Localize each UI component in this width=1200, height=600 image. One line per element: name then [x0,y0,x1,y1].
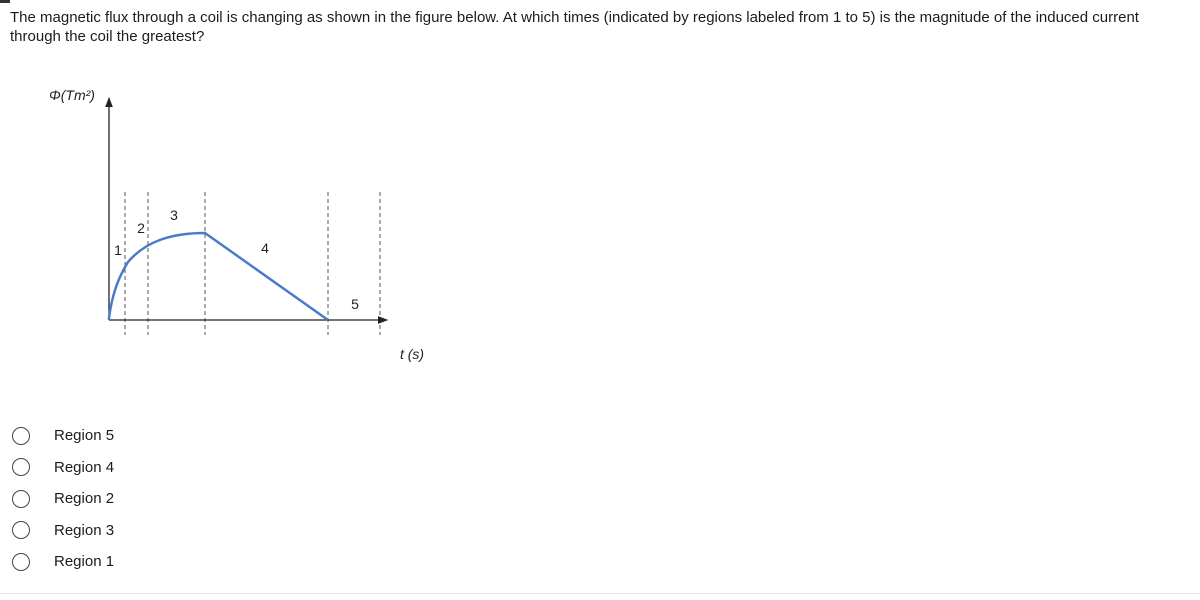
option[interactable]: Region 4 [12,452,114,484]
divider [0,593,1200,594]
top-bar [0,0,10,3]
option[interactable]: Region 1 [12,546,114,578]
answer-options: Region 5 Region 4 Region 2 Region 3 Region 1 [12,420,114,578]
radio-button[interactable] [12,458,30,477]
radio-button[interactable] [12,426,30,445]
option[interactable]: Region 2 [12,483,114,515]
region-label: 2 [137,220,145,236]
question-text: The magnetic flux through a coil is chan… [10,9,1139,45]
radio-button[interactable] [12,521,30,540]
radio-button[interactable] [12,552,30,571]
option-label[interactable]: Region 4 [54,458,115,476]
region-label: 1 [114,242,122,258]
option[interactable]: Region 5 [12,420,114,452]
option-label[interactable]: Region 2 [54,490,115,508]
flux-curve [107,231,329,322]
flux-figure: Φ(Tm²) t (s) 1 2 3 4 5 [49,87,424,362]
option-label[interactable]: Region 5 [54,427,115,445]
region-label: 4 [261,240,269,256]
region-label: 3 [170,207,178,223]
region-label: 5 [351,296,359,312]
radio-button[interactable] [12,489,30,508]
option-label[interactable]: Region 1 [54,553,115,571]
x-axis-label: t (s) [400,346,424,362]
y-axis-label: Φ(Tm²) [49,87,95,103]
option[interactable]: Region 3 [12,515,114,547]
region-dividers [124,192,381,335]
option-label[interactable]: Region 3 [54,521,115,539]
